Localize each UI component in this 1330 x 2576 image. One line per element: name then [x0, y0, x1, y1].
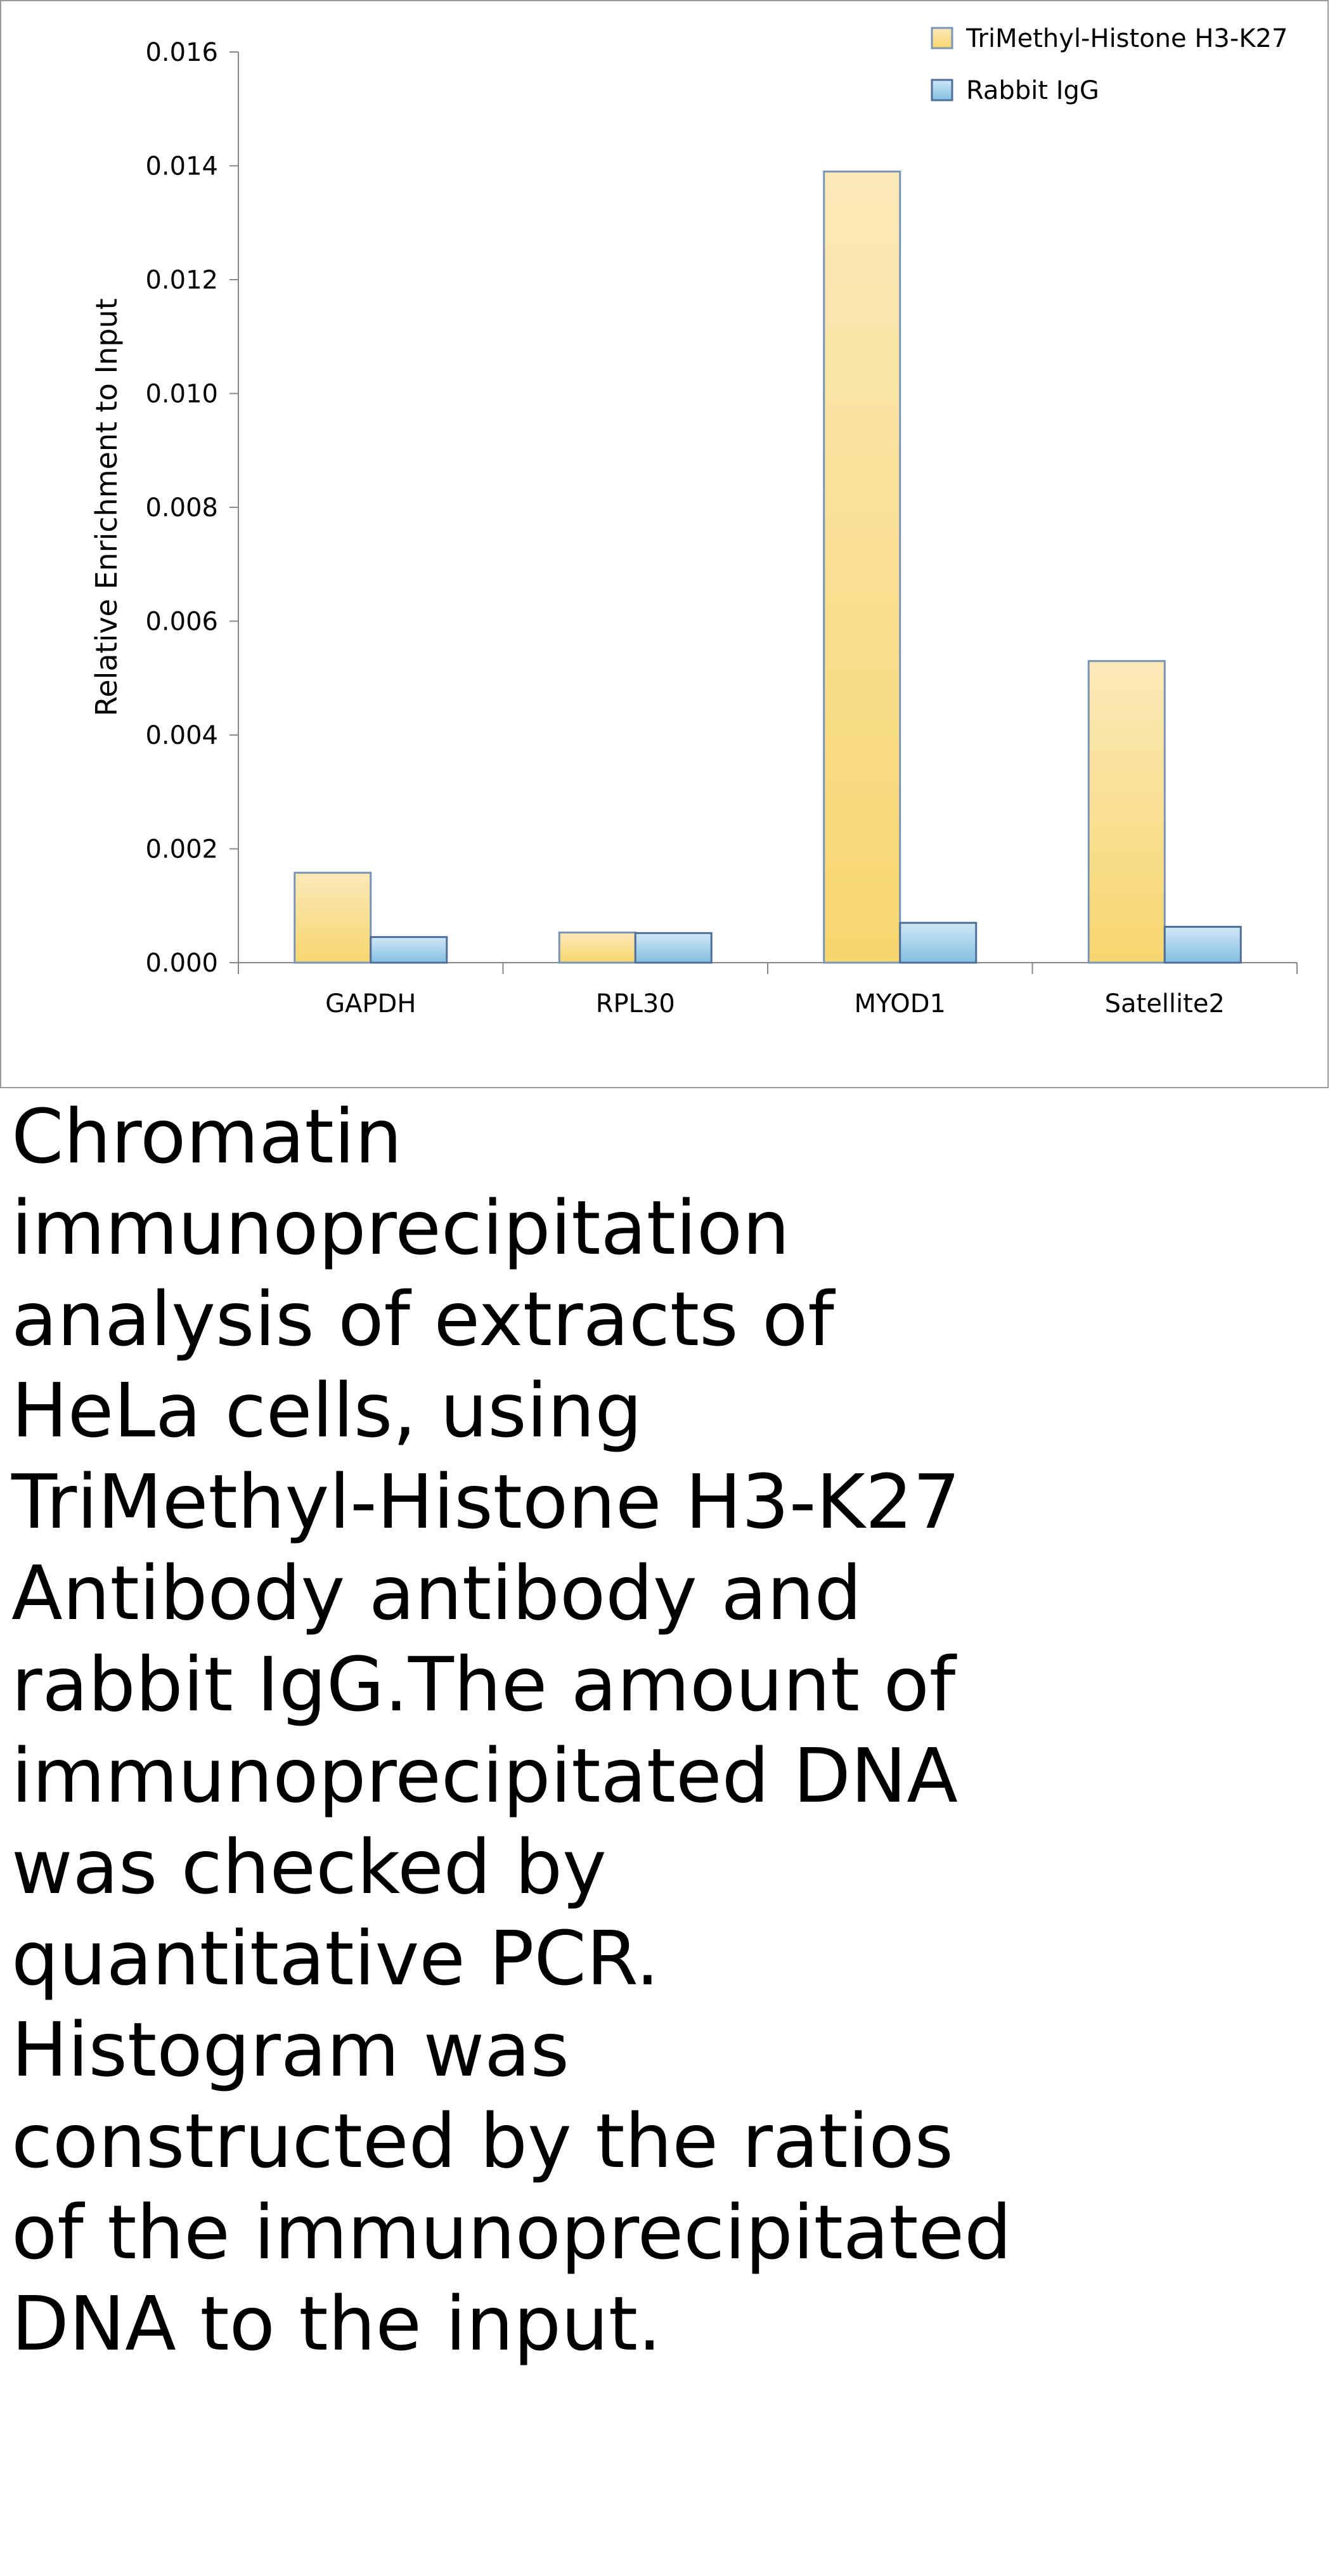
legend-label: TriMethyl-Histone H3-K27 — [965, 24, 1288, 53]
bar-trimethyl-satellite2 — [1087, 660, 1166, 964]
y-tick-label: 0.016 — [145, 38, 218, 67]
y-tick-label: 0.008 — [145, 493, 218, 523]
y-tick-label: 0.010 — [145, 380, 218, 409]
chart-frame: 0.000 0.002 0.004 0.006 0.008 0.010 0.012 0.014… — [0, 0, 1329, 1088]
y-tick-label: 0.000 — [145, 949, 218, 978]
bar-trimethyl-gapdh — [294, 871, 372, 964]
y-tick-label: 0.012 — [145, 266, 218, 295]
x-tick-label: MYOD1 — [855, 989, 946, 1018]
bar-igg-rpl30 — [634, 932, 713, 964]
figure-caption: Chromatin immunoprecipitation analysis o… — [11, 1093, 1012, 2367]
bar-igg-gapdh — [370, 936, 448, 964]
legend-swatch-igg — [931, 79, 953, 101]
bar-igg-myod1 — [899, 921, 978, 964]
y-tick-label: 0.014 — [145, 152, 218, 181]
bar-trimethyl-myod1 — [823, 170, 901, 964]
bar-trimethyl-rpl30 — [558, 931, 636, 964]
bar-igg-satellite2 — [1163, 925, 1242, 964]
y-tick-label: 0.004 — [145, 721, 218, 750]
legend-label: Rabbit IgG — [966, 76, 1099, 105]
y-tick-label: 0.006 — [145, 608, 218, 637]
y-axis-title: Relative Enrichment to Input — [89, 298, 124, 716]
x-tick-label: GAPDH — [325, 989, 416, 1018]
bar-chart: 0.000 0.002 0.004 0.006 0.008 0.010 0.012 0.014… — [89, 24, 1298, 1018]
x-tick-label: RPL30 — [596, 989, 675, 1018]
legend-swatch-trimethyl — [931, 27, 953, 49]
y-tick-label: 0.002 — [145, 835, 218, 864]
x-tick-label: Satellite2 — [1105, 989, 1225, 1018]
